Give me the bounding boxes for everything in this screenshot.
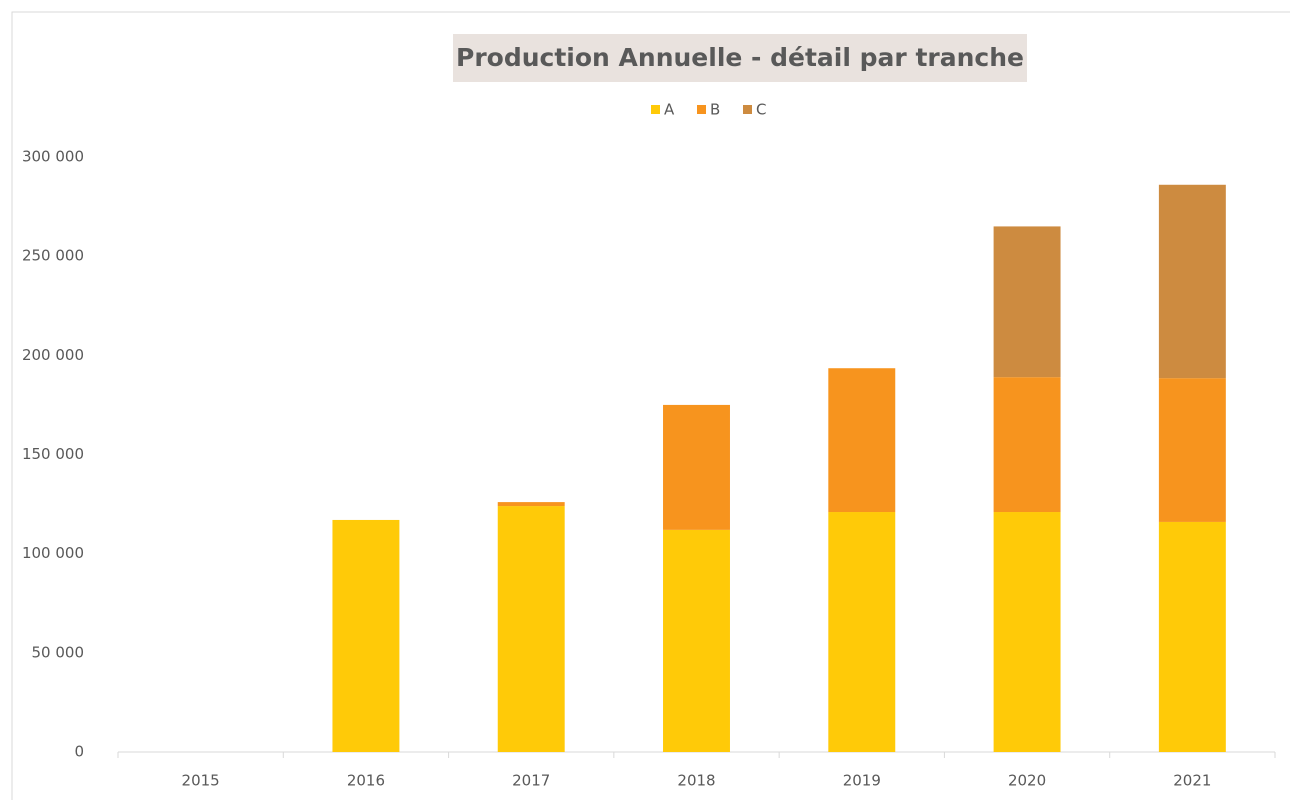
bar-segment [993, 226, 1061, 378]
x-tick-label: 2015 [182, 772, 220, 790]
x-tick-label: 2020 [1008, 772, 1046, 790]
bar-segment [497, 502, 565, 507]
bar-segment [1158, 378, 1226, 522]
bar-segment [828, 512, 896, 752]
legend-label: B [710, 101, 720, 119]
legend-swatch [651, 105, 660, 114]
title-box [453, 34, 1027, 82]
y-tick-label: 150 000 [22, 445, 84, 463]
x-tick-label: 2021 [1173, 772, 1211, 790]
y-tick-label: 300 000 [22, 148, 84, 166]
x-tick-label: 2017 [512, 772, 550, 790]
bar-segment [497, 506, 565, 752]
y-tick-label: 0 [74, 743, 84, 761]
bar-segment [332, 519, 400, 752]
y-tick-label: 250 000 [22, 247, 84, 265]
chart-frame [11, 11, 1290, 800]
legend-swatch [743, 105, 752, 114]
bar-segment [828, 368, 896, 513]
legend-label: C [756, 101, 766, 119]
bar-segment [1158, 184, 1226, 379]
bar-segment [993, 512, 1061, 752]
bar-segment [993, 377, 1061, 513]
bar-segment [1158, 521, 1226, 752]
x-tick-label: 2016 [347, 772, 385, 790]
legend-swatch [697, 105, 706, 114]
x-tick-label: 2018 [677, 772, 715, 790]
bar-segment [663, 529, 730, 752]
legend-label: A [664, 101, 675, 119]
chart-title: Production Annuelle - détail par tranche [456, 43, 1024, 72]
y-tick-label: 100 000 [22, 544, 84, 562]
bar-segment [663, 404, 730, 530]
y-tick-label: 200 000 [22, 346, 84, 364]
x-tick-label: 2019 [843, 772, 881, 790]
y-tick-label: 50 000 [32, 643, 85, 661]
